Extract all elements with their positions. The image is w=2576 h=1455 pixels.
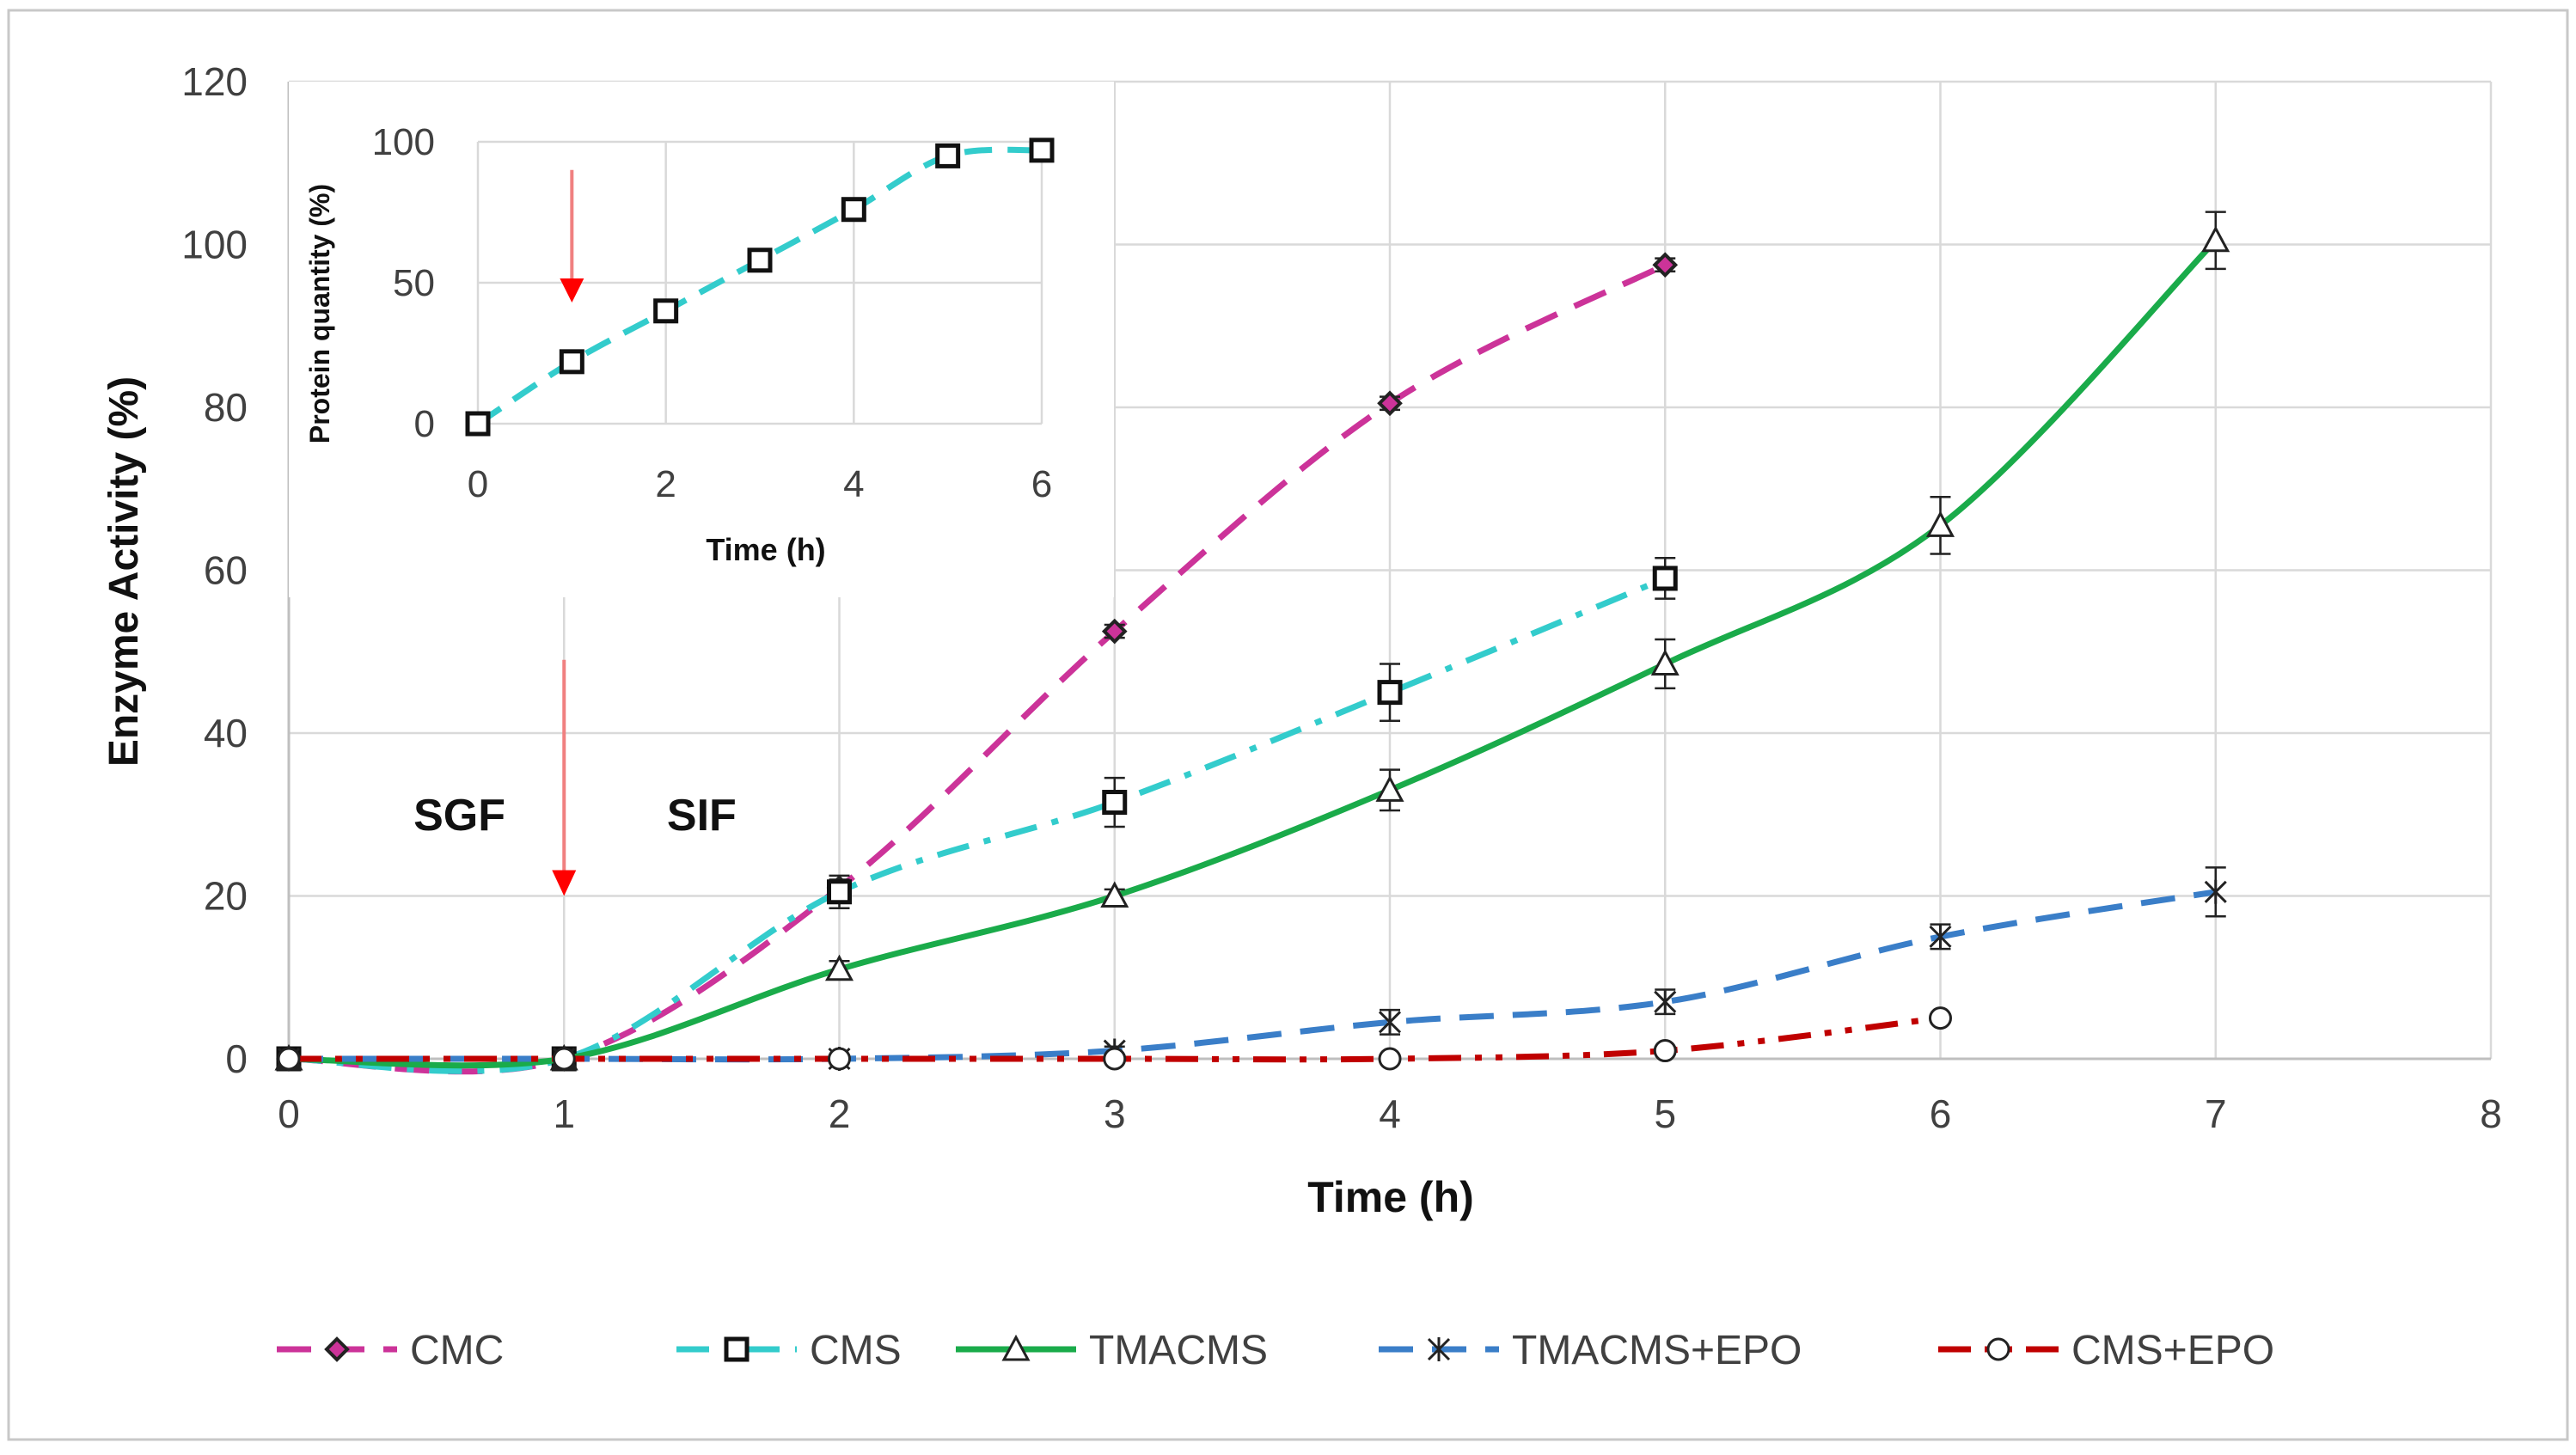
inset-arrow-head: [560, 278, 584, 303]
legend-marker-cms-epo: [1986, 1337, 2010, 1361]
inset-xtick-0: 0: [468, 463, 488, 505]
point-tmacms-epo: [1654, 989, 1677, 1014]
legend: CMC CMS TMACMS TMACMS+EPO CMS+EPO: [277, 1328, 2274, 1373]
point-cms: [1377, 680, 1403, 706]
inset-point: [935, 143, 961, 168]
inset-point: [559, 349, 584, 375]
legend-item-tmacms-epo: TMACMS+EPO: [1379, 1328, 1802, 1373]
legend-label-cms-epo: CMS+EPO: [2071, 1328, 2274, 1373]
point-cms: [827, 879, 852, 905]
inset-series-layer: [465, 138, 1055, 437]
inset-point: [841, 197, 866, 223]
main-ytick-120: 120: [181, 59, 248, 104]
point-cmc: [1652, 252, 1679, 278]
legend-label-tmacms: TMACMS: [1089, 1328, 1268, 1373]
inset-point: [465, 411, 491, 437]
point-tmacms-epo: [1378, 1010, 1402, 1035]
inset-y-axis-label: Protein quantity (%): [304, 184, 335, 443]
inset-point: [747, 248, 773, 273]
point-tmacms-epo: [2204, 879, 2227, 904]
main-xtick-5: 5: [1654, 1091, 1676, 1136]
legend-label-cmc: CMC: [410, 1328, 504, 1373]
point-cms-epo: [828, 1047, 851, 1071]
inset-ytick-50: 50: [393, 262, 435, 304]
point-cms: [1652, 565, 1678, 591]
main-y-axis-label: Enzyme Activity (%): [101, 376, 147, 767]
point-cmc: [1377, 390, 1403, 417]
main-x-axis-label: Time (h): [1307, 1173, 1474, 1221]
point-tmacms: [1650, 649, 1680, 676]
inset-tick-labels: 0 50 100 0 2 4 6: [372, 121, 1053, 505]
point-cms-epo: [552, 1047, 576, 1071]
point-cms-epo: [1653, 1039, 1677, 1063]
point-cmc: [1101, 618, 1128, 645]
point-tmacms: [824, 954, 854, 981]
inset-chart: 0 50 100 0 2 4 6 Time (h) Protein quantity (%): [289, 82, 1114, 597]
legend-item-cms: CMS: [676, 1328, 902, 1373]
main-ytick-80: 80: [204, 385, 248, 430]
inset-xtick-2: 2: [655, 463, 676, 505]
inset-annotations: [560, 169, 584, 303]
point-tmacms: [1100, 881, 1129, 908]
series-line-cms: [288, 575, 1667, 1074]
main-xtick-2: 2: [829, 1091, 851, 1136]
inset-ytick-0: 0: [414, 403, 435, 445]
point-cms-epo: [1378, 1047, 1402, 1071]
legend-item-tmacms: TMACMS: [956, 1328, 1268, 1373]
main-xtick-6: 6: [1930, 1091, 1952, 1136]
point-cms-epo: [1929, 1006, 1952, 1030]
inset-background: [289, 82, 1114, 597]
point-cms-epo: [1103, 1047, 1127, 1071]
series-line-tmacms-epo: [288, 889, 2217, 1063]
main-xtick-4: 4: [1379, 1091, 1401, 1136]
inset-x-axis-label: Time (h): [706, 532, 825, 567]
legend-marker-cmc: [324, 1336, 350, 1362]
point-cms: [1102, 790, 1128, 816]
legend-label-tmacms-epo: TMACMS+EPO: [1512, 1328, 1802, 1373]
inset-gridlines: [476, 140, 1043, 425]
legend-marker-tmacms: [1001, 1334, 1031, 1361]
point-tmacms: [2201, 225, 2230, 253]
point-tmacms-epo: [1929, 924, 1952, 949]
main-series-layer: [274, 211, 2230, 1075]
main-ytick-40: 40: [204, 711, 248, 755]
point-cms-epo: [277, 1047, 301, 1071]
main-annotations: SGF SIF: [413, 659, 737, 896]
main-xtick-8: 8: [2480, 1091, 2502, 1136]
legend-label-cms: CMS: [810, 1328, 902, 1373]
main-xtick-1: 1: [553, 1091, 575, 1136]
point-tmacms: [1375, 775, 1404, 802]
inset-xtick-4: 4: [843, 463, 864, 505]
legend-marker-tmacms-epo: [1427, 1337, 1451, 1361]
point-tmacms: [1925, 510, 1955, 537]
annotation-sif: SIF: [667, 791, 737, 841]
legend-marker-cms: [724, 1336, 750, 1362]
inset-point: [1029, 138, 1055, 163]
inset-point: [653, 298, 679, 324]
inset-ytick-100: 100: [372, 121, 435, 163]
main-xtick-7: 7: [2205, 1091, 2227, 1136]
main-ytick-0: 0: [225, 1036, 248, 1081]
main-ytick-100: 100: [181, 223, 248, 267]
series-cms-epo: [277, 1006, 1952, 1071]
legend-item-cmc: CMC: [277, 1328, 504, 1373]
arrow-head: [552, 870, 577, 896]
main-xtick-0: 0: [278, 1091, 300, 1136]
inset-xtick-6: 6: [1031, 463, 1052, 505]
main-xtick-3: 3: [1104, 1091, 1126, 1136]
legend-item-cms-epo: CMS+EPO: [1938, 1328, 2274, 1373]
main-ytick-20: 20: [204, 874, 248, 919]
annotation-sgf: SGF: [413, 791, 505, 841]
main-ytick-60: 60: [204, 548, 248, 593]
